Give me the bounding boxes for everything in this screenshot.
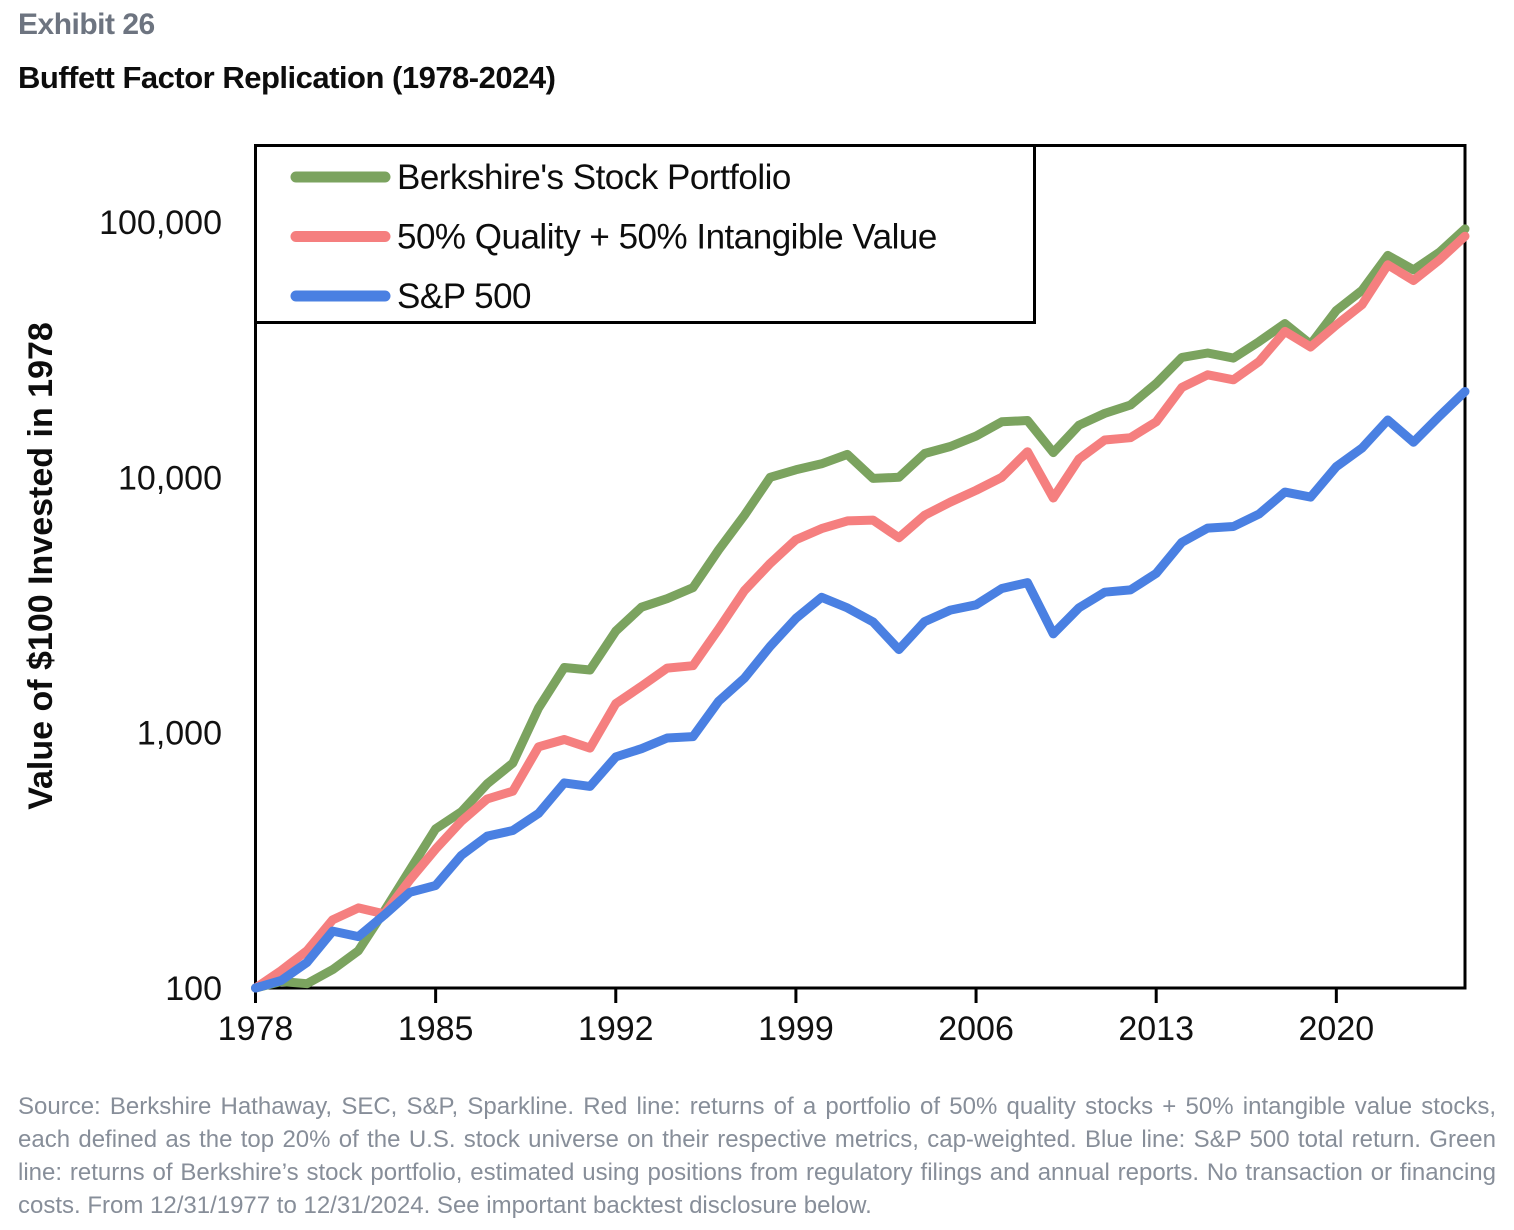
series-line-0 [251, 224, 1470, 993]
exhibit-label: Exhibit 26 [18, 8, 155, 41]
x-tick-label: 2006 [938, 1010, 1014, 1048]
y-tick-label: 100,000 [99, 204, 222, 242]
legend-label-0: Berkshire's Stock Portfolio [397, 158, 791, 197]
chart-title: Buffett Factor Replication (1978-2024) [18, 60, 556, 95]
x-tick-label: 1985 [398, 1010, 474, 1048]
x-tick-label: 1978 [218, 1010, 294, 1048]
y-axis-title: Value of $100 Invested in 1978 [22, 322, 60, 810]
x-tick-label: 2013 [1118, 1010, 1194, 1048]
legend-label-1: 50% Quality + 50% Intangible Value [397, 218, 937, 257]
x-tick-label: 1992 [578, 1010, 654, 1048]
series-line-1 [251, 231, 1470, 993]
x-tick-label: 1999 [758, 1010, 834, 1048]
legend-label-2: S&P 500 [397, 277, 531, 316]
source-footnote: Source: Berkshire Hathaway, SEC, S&P, Sp… [18, 1093, 1496, 1219]
line-chart: 1978 1985 1992 1999 2006 2013 2020 100,000 10,00… [22, 144, 1470, 1048]
y-tick-label: 10,000 [118, 459, 222, 497]
y-tick-label: 100 [165, 970, 222, 1008]
series-line-2 [251, 387, 1470, 993]
y-tick-label: 1,000 [137, 715, 222, 753]
x-tick-label: 2020 [1299, 1010, 1375, 1048]
